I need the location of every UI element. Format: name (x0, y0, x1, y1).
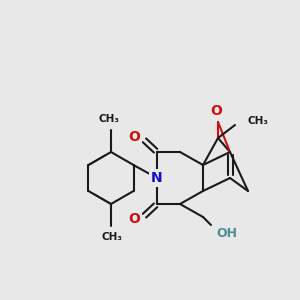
Text: OH: OH (216, 227, 237, 240)
Text: O: O (210, 104, 222, 118)
Text: O: O (128, 130, 140, 144)
Text: CH₃: CH₃ (101, 232, 122, 242)
Text: CH₃: CH₃ (247, 116, 268, 126)
Text: CH₃: CH₃ (98, 114, 119, 124)
Text: O: O (128, 212, 140, 226)
Text: N: N (151, 171, 163, 185)
